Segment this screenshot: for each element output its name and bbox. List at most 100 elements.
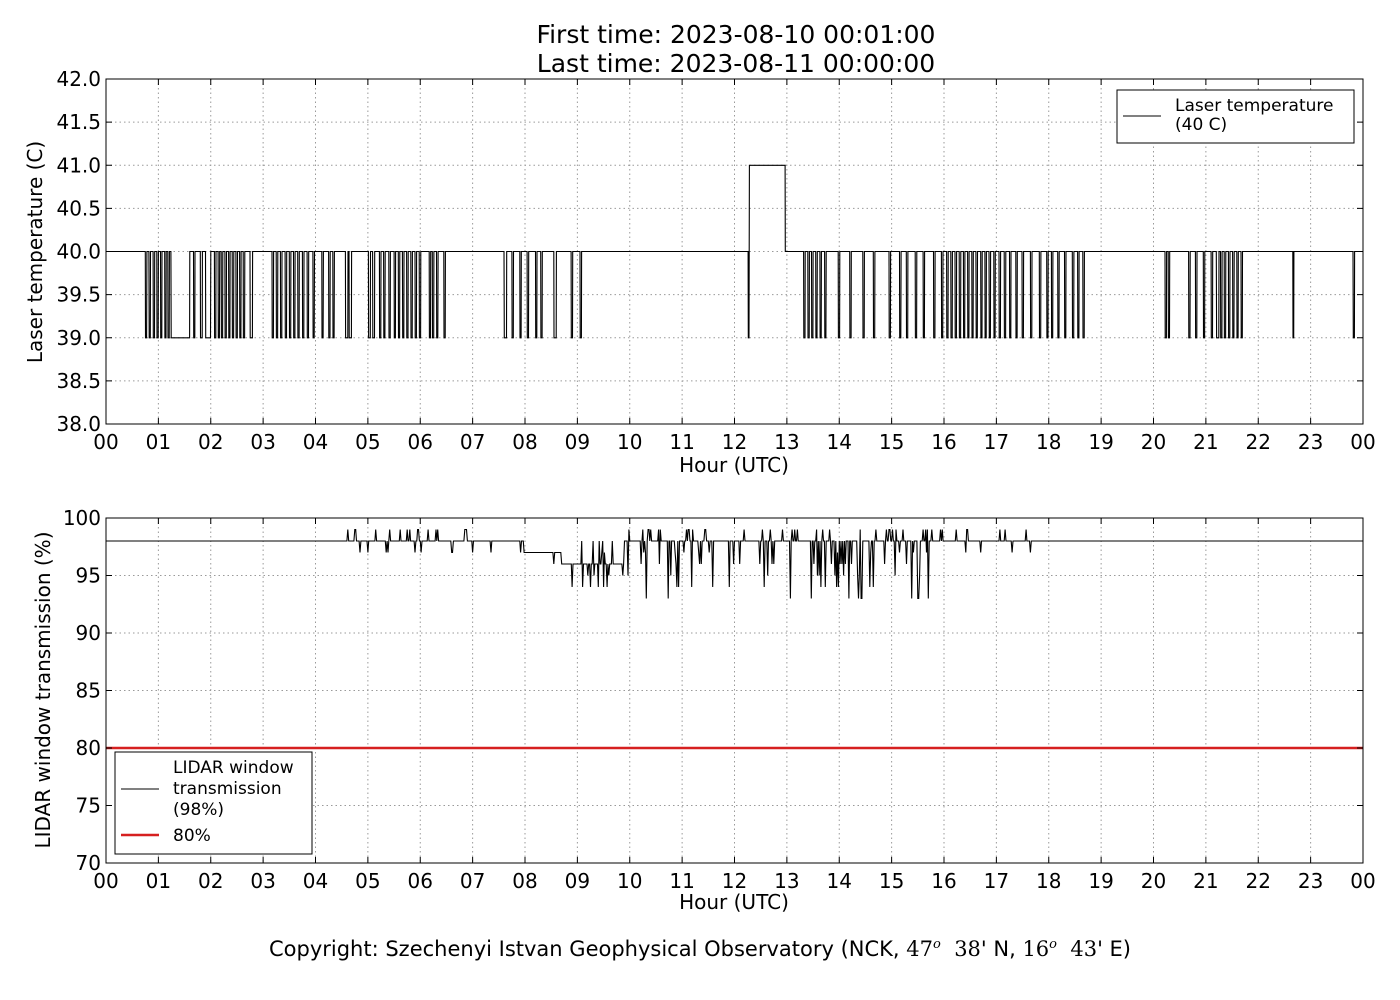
laser-x-tick-label: 00 xyxy=(93,430,118,454)
lidar-x-tick-label: 20 xyxy=(1141,869,1166,893)
lidar-x-tick-label: 03 xyxy=(250,869,275,893)
lidar-y-tick-label: 85 xyxy=(76,679,101,703)
legend-label-line: Laser temperature xyxy=(1175,96,1333,116)
legend-label-line: (98%) xyxy=(173,800,224,820)
laser-x-tick-label: 10 xyxy=(617,430,642,454)
lidar-transmission-legend: LIDAR window transmission (98%) 80% xyxy=(114,751,313,855)
legend-label-line: (40 C) xyxy=(1175,115,1227,135)
laser-x-tick-label: 13 xyxy=(774,430,799,454)
lidar-y-tick-label: 95 xyxy=(76,564,101,588)
lidar-y-tick-label: 70 xyxy=(76,851,101,875)
lidar-transmission-chart: 00 01 02 03 04 05 06 07 08 09 10 11 12 13 14 15 16 17 18 19… xyxy=(31,506,1376,914)
lidar-x-tick-label: 04 xyxy=(303,869,328,893)
lidar-x-tick-label: 11 xyxy=(669,869,694,893)
laser-x-tick-label: 15 xyxy=(879,430,904,454)
lidar-y-tick-label: 80 xyxy=(76,736,101,760)
lidar-x-tick-label: 07 xyxy=(460,869,485,893)
laser-y-tick-label: 41.5 xyxy=(56,110,101,134)
laser-temperature-y-axis-label: Laser temperature (C) xyxy=(23,141,47,363)
title-line-2: Last time: 2023-08-11 00:00:00 xyxy=(537,49,935,78)
laser-x-tick-label: 14 xyxy=(827,430,852,454)
lidar-y-tick-label: 90 xyxy=(76,621,101,645)
lidar-legend-label-80: 80% xyxy=(173,826,211,846)
lidar-x-tick-label: 16 xyxy=(931,869,956,893)
lidar-x-tick-label: 12 xyxy=(722,869,747,893)
lidar-y-tick-label: 100 xyxy=(63,506,101,530)
laser-y-tick-label: 39.0 xyxy=(56,326,101,350)
longitude-suffix: ' E) xyxy=(1097,937,1132,961)
lidar-x-tick-label: 14 xyxy=(827,869,852,893)
laser-x-tick-label: 20 xyxy=(1141,430,1166,454)
lidar-x-tick-label: 19 xyxy=(1088,869,1113,893)
laser-x-tick-label: 11 xyxy=(669,430,694,454)
legend-label-line: LIDAR window xyxy=(173,758,294,778)
laser-x-tick-label: 00 xyxy=(1350,430,1375,454)
laser-x-tick-label: 18 xyxy=(1036,430,1061,454)
latitude-minutes: 38 xyxy=(954,937,981,961)
laser-x-tick-label: 09 xyxy=(565,430,590,454)
laser-x-tick-label: 02 xyxy=(198,430,223,454)
laser-temperature-x-axis-label: Hour (UTC) xyxy=(679,453,789,477)
lidar-y-tick-label: 75 xyxy=(76,794,101,818)
lidar-x-tick-label: 00 xyxy=(1350,869,1375,893)
latitude-suffix: ' N, xyxy=(980,937,1023,961)
longitude-degree-mark: o xyxy=(1049,937,1057,952)
lidar-x-tick-label: 13 xyxy=(774,869,799,893)
laser-y-tick-label: 38.0 xyxy=(56,412,101,436)
lidar-x-tick-label: 01 xyxy=(146,869,171,893)
laser-temperature-chart: 00 01 02 03 04 05 06 07 08 09 10 11 12 13 14 15 16 17 18 19… xyxy=(23,67,1376,477)
laser-x-tick-label: 23 xyxy=(1298,430,1323,454)
lidar-transmission-series-line xyxy=(106,528,1363,600)
laser-x-tick-label: 04 xyxy=(303,430,328,454)
longitude-degrees: 16 xyxy=(1022,937,1050,961)
lidar-x-tick-label: 18 xyxy=(1036,869,1061,893)
lidar-x-tick-label: 21 xyxy=(1193,869,1218,893)
laser-x-tick-label: 06 xyxy=(408,430,433,454)
laser-x-tick-label: 16 xyxy=(931,430,956,454)
laser-temperature-legend-label: Laser temperature (40 C) xyxy=(1175,96,1333,135)
laser-x-tick-label: 17 xyxy=(984,430,1009,454)
laser-temperature-legend: Laser temperature (40 C) xyxy=(1116,89,1355,144)
longitude-minutes: 43 xyxy=(1070,937,1098,961)
laser-y-tick-label: 38.5 xyxy=(56,369,101,393)
laser-temperature-series-line xyxy=(106,164,1363,339)
lidar-transmission-y-axis-label: LIDAR window transmission (%) xyxy=(31,532,55,849)
lidar-x-tick-label: 10 xyxy=(617,869,642,893)
laser-x-tick-label: 03 xyxy=(250,430,275,454)
lidar-x-tick-label: 17 xyxy=(984,869,1009,893)
latitude-degree-mark: o xyxy=(933,937,941,952)
lidar-transmission-ticks: 00 01 02 03 04 05 06 07 08 09 10 11 12 13 14 15 16 17 18 19… xyxy=(63,506,1376,893)
lidar-x-tick-label: 22 xyxy=(1246,869,1271,893)
lidar-x-tick-label: 02 xyxy=(198,869,223,893)
lidar-transmission-legend-box xyxy=(114,751,313,855)
lidar-x-tick-label: 23 xyxy=(1298,869,1323,893)
lidar-legend-label-transmission: LIDAR window transmission (98%) xyxy=(173,758,294,820)
laser-y-tick-label: 39.5 xyxy=(56,283,101,307)
lidar-x-tick-label: 15 xyxy=(879,869,904,893)
laser-y-tick-label: 40.0 xyxy=(56,240,101,264)
laser-x-tick-label: 05 xyxy=(355,430,380,454)
lidar-transmission-x-axis-label: Hour (UTC) xyxy=(679,890,789,914)
laser-x-tick-label: 21 xyxy=(1193,430,1218,454)
lidar-transmission-grid xyxy=(106,518,1363,863)
laser-x-tick-label: 01 xyxy=(146,430,171,454)
laser-x-tick-label: 08 xyxy=(512,430,537,454)
laser-x-tick-label: 12 xyxy=(722,430,747,454)
latitude-degrees: 47 xyxy=(906,937,933,961)
laser-x-tick-label: 22 xyxy=(1246,430,1271,454)
legend-label-line: transmission xyxy=(173,779,282,799)
laser-y-tick-label: 40.5 xyxy=(56,196,101,220)
lidar-x-tick-label: 06 xyxy=(408,869,433,893)
title-line-1: First time: 2023-08-10 00:01:00 xyxy=(537,20,936,49)
laser-y-tick-label: 41.0 xyxy=(56,153,101,177)
copyright-footer: Copyright: Szechenyi Istvan Geophysical … xyxy=(0,937,1400,961)
copyright-prefix: Copyright: Szechenyi Istvan Geophysical … xyxy=(268,937,907,961)
laser-temperature-ticks: 00 01 02 03 04 05 06 07 08 09 10 11 12 13 14 15 16 17 18 19… xyxy=(56,67,1375,454)
laser-x-tick-label: 07 xyxy=(460,430,485,454)
laser-y-tick-label: 42.0 xyxy=(56,67,101,91)
lidar-x-tick-label: 05 xyxy=(355,869,380,893)
lidar-x-tick-label: 09 xyxy=(565,869,590,893)
lidar-x-tick-label: 00 xyxy=(93,869,118,893)
lidar-x-tick-label: 08 xyxy=(512,869,537,893)
